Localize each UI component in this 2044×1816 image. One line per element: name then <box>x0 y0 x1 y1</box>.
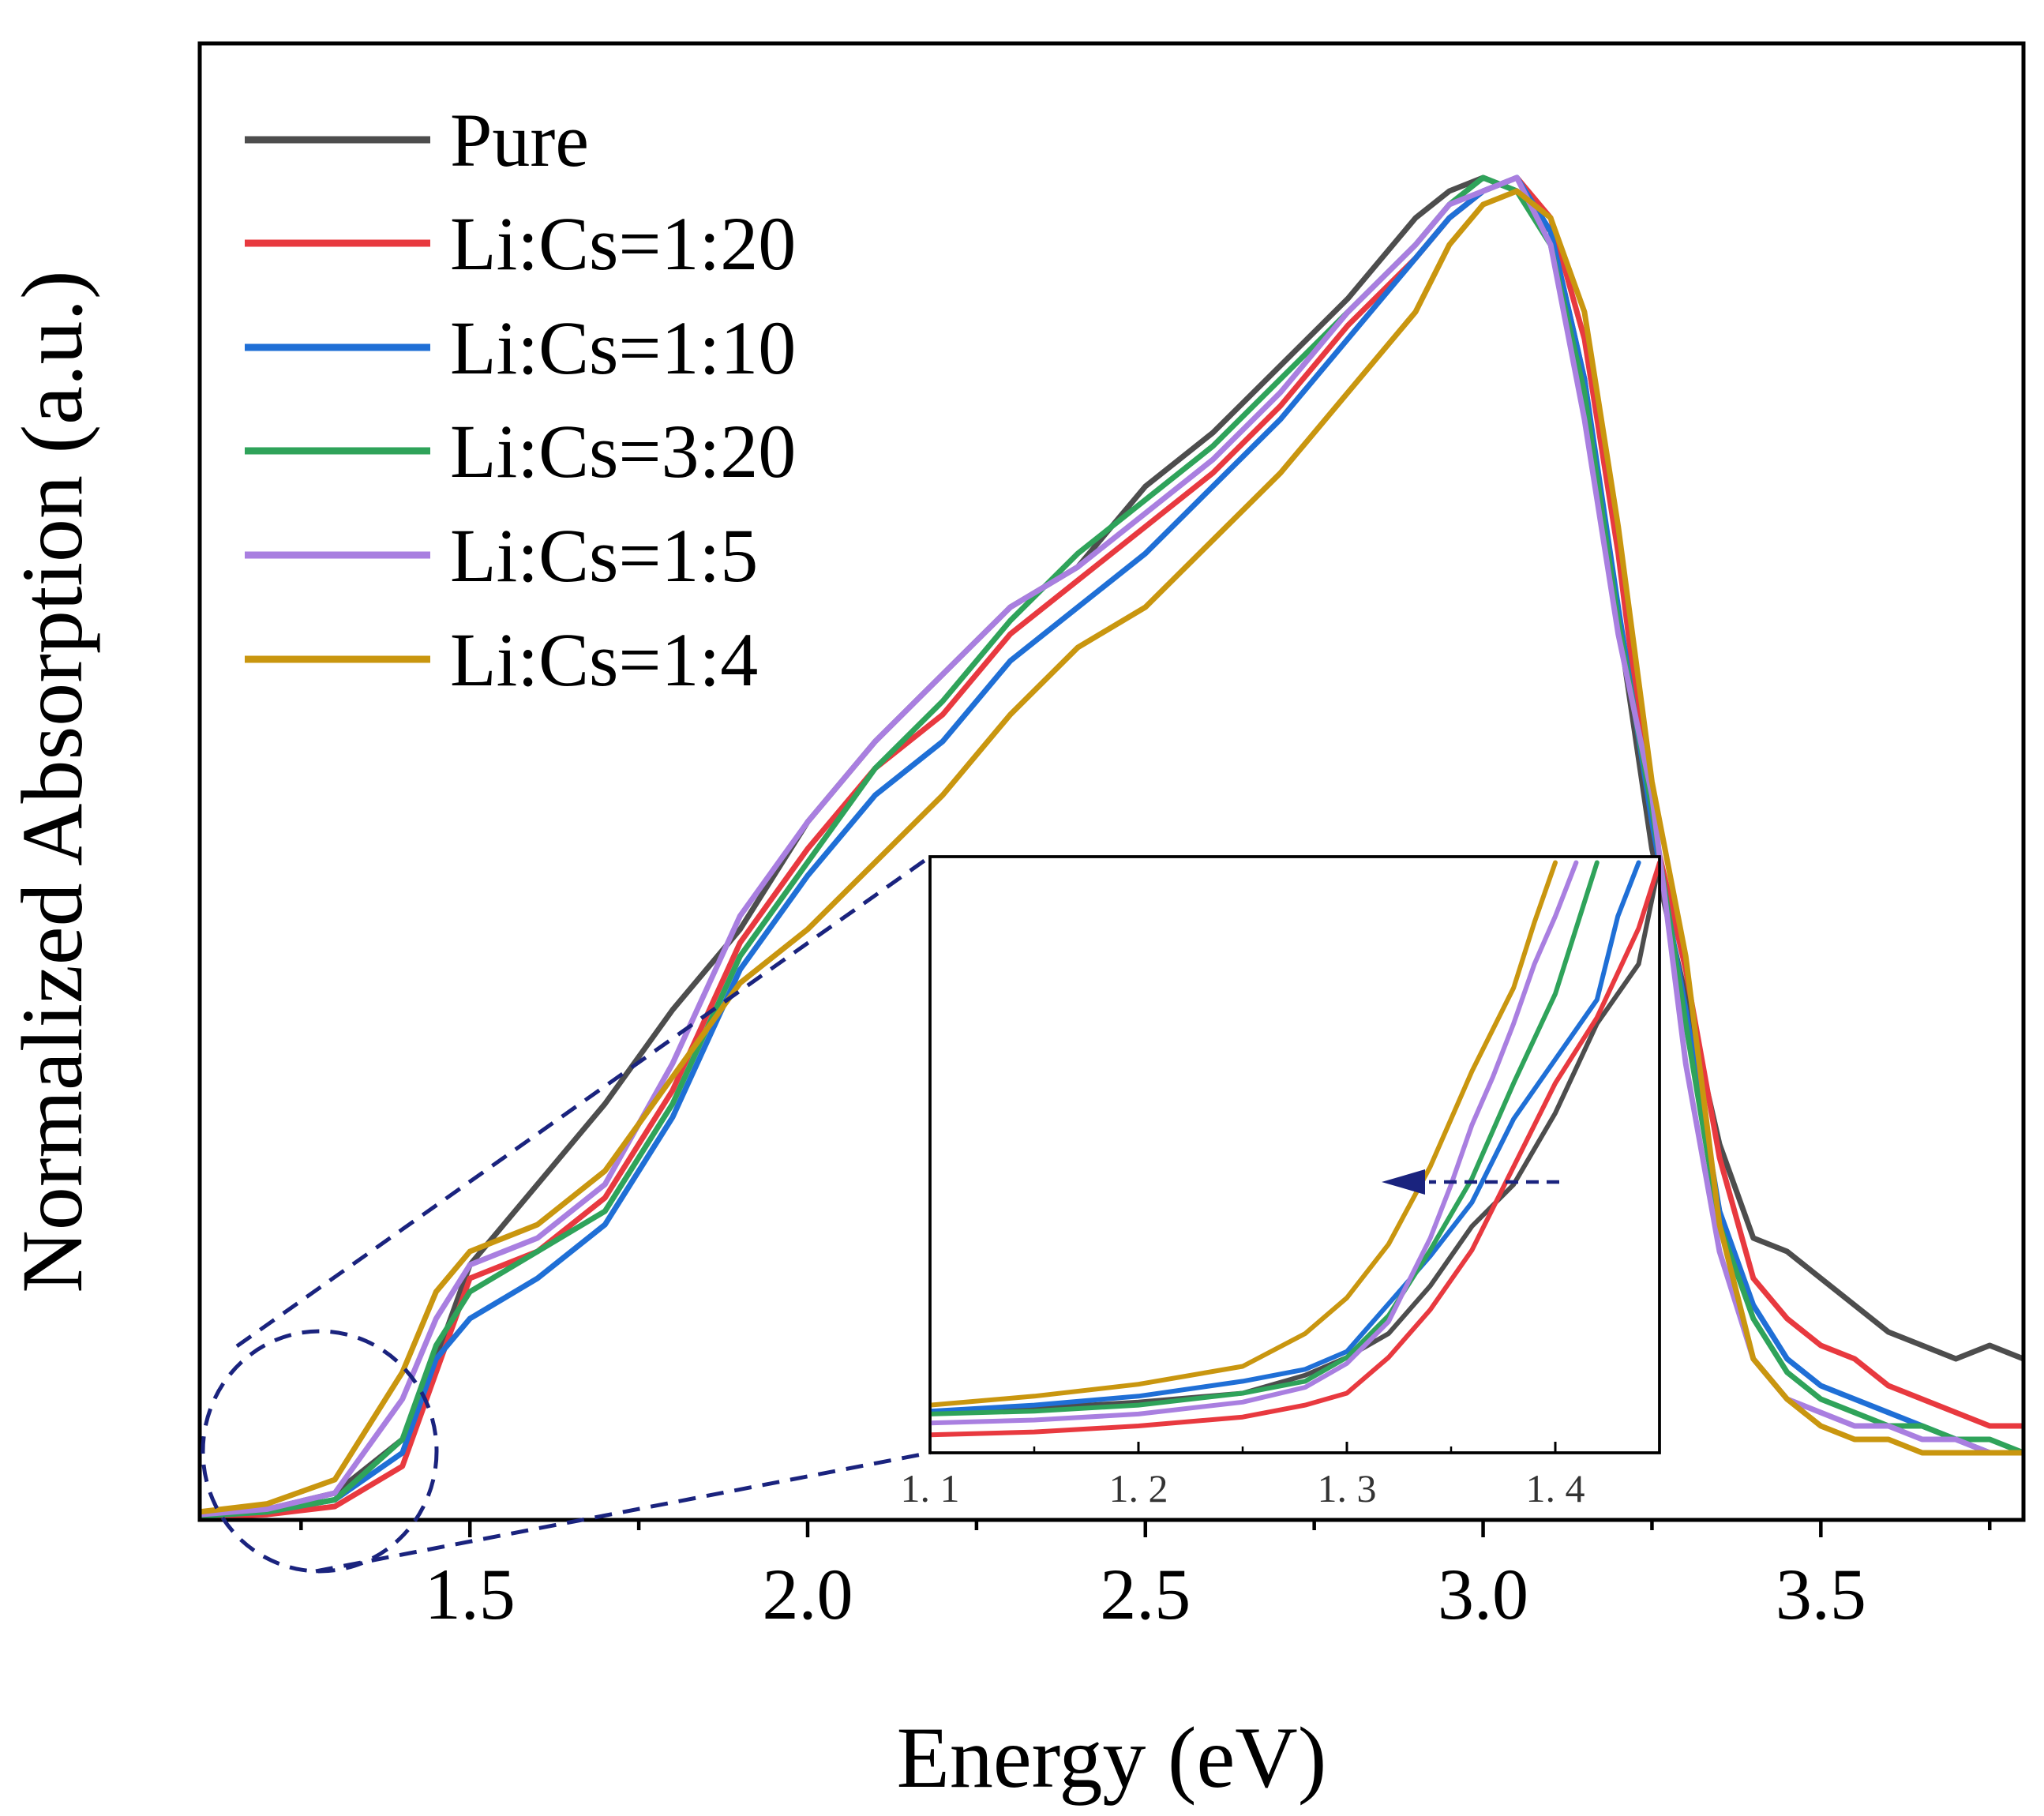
legend-label-li-cs-1-5: Li:Cs=1:5 <box>450 513 758 598</box>
series-line-li-cs-1-10 <box>200 174 2023 1519</box>
x-axis-title: Energy (eV) <box>897 1709 1327 1806</box>
inset-x-axis-ticks: 1. 1 1. 2 1. 3 1. 4 <box>901 1442 1585 1510</box>
legend-label-li-cs-1-20: Li:Cs=1:20 <box>450 201 796 286</box>
legend-label-li-cs-1-10: Li:Cs=1:10 <box>450 306 796 390</box>
series-line-pure <box>200 174 2023 1516</box>
inset-series-group <box>930 860 1660 1438</box>
x-tick-label-2-5: 2.5 <box>1100 1554 1191 1634</box>
inset-series-line-pure <box>930 860 1660 1414</box>
series-line-li-cs-1-5 <box>200 174 2023 1518</box>
shift-arrow <box>1382 1169 1559 1195</box>
inset-frame <box>928 855 1661 1454</box>
inset-x-tick-label: 1. 4 <box>1526 1466 1585 1510</box>
x-tick-label-1-5: 1.5 <box>425 1554 516 1634</box>
legend-label-li-cs-3-20: Li:Cs=3:20 <box>450 409 796 493</box>
legend: Pure Li:Cs=1:20 Li:Cs=1:10 Li:Cs=3:20 Li… <box>245 98 796 702</box>
inset-x-tick-label: 1. 2 <box>1109 1466 1168 1510</box>
inset-series-line-li-cs-3-20 <box>930 860 1600 1416</box>
zoom-guide-line-bottom <box>315 1450 931 1574</box>
x-tick-label-2-0: 2.0 <box>763 1554 853 1634</box>
inset-x-tick-label: 1. 1 <box>901 1466 960 1510</box>
inset-border <box>928 855 1661 1454</box>
inset-x-tick-label: 1. 3 <box>1318 1466 1377 1510</box>
x-tick-label-3-0: 3.0 <box>1438 1554 1528 1634</box>
y-axis-title: Normalized Absorption (a.u.) <box>4 270 100 1293</box>
x-axis-ticks: 1.5 2.0 2.5 3.0 3.5 <box>299 1520 1992 1634</box>
series-line-li-cs-1-4 <box>200 188 2023 1515</box>
legend-label-li-cs-1-4: Li:Cs=1:4 <box>450 617 758 702</box>
zoom-guide-line-top <box>235 854 932 1349</box>
x-tick-label-3-5: 3.5 <box>1776 1554 1866 1634</box>
shift-arrow-head <box>1382 1169 1425 1195</box>
main-series-group <box>200 174 2023 1520</box>
inset-series-line-li-cs-1-5 <box>930 860 1579 1426</box>
legend-label-pure: Pure <box>450 98 589 182</box>
plot-frame <box>197 41 2026 1522</box>
inset-series-line-li-cs-1-4 <box>930 860 1558 1408</box>
inset-series-line-li-cs-1-20 <box>930 860 1660 1438</box>
